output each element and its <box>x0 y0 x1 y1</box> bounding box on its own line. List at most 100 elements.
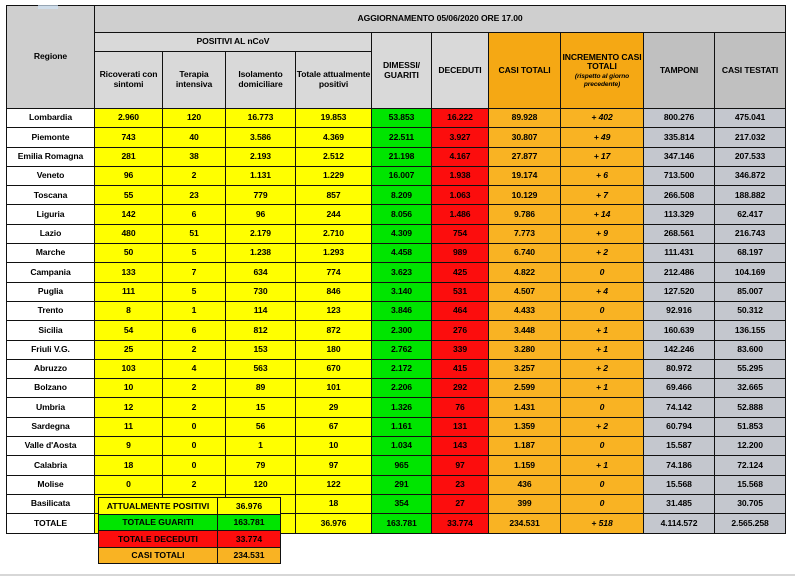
summary-label: TOTALE DECEDUTI <box>98 530 218 548</box>
header-ricoverati-con-sintomi: Ricoverati con sintomi <box>94 51 163 109</box>
header-totale-attualmente-positivi: Totale attualmente positivi <box>295 51 372 109</box>
row-totale-positivi-cell: 2.710 <box>295 223 372 245</box>
header-row-groups: POSITIVI AL nCoV DIMESSI/ GUARITI DECEDU… <box>7 32 787 109</box>
row-ricoverati-cell: 9 <box>94 436 163 457</box>
row-deceduti-cell: 425 <box>431 262 489 283</box>
region-name-cell: Abruzzo <box>6 358 95 380</box>
row-deceduti-cell: 27 <box>431 493 489 515</box>
row-casi-testati-cell: 32.665 <box>713 378 787 399</box>
row-casi-testati-cell: 30.705 <box>713 493 787 515</box>
row-isolamento-cell: 1.238 <box>225 243 296 264</box>
region-name-cell: Valle d'Aosta <box>6 436 95 457</box>
row-ricoverati-cell: 2.960 <box>94 107 163 129</box>
row-dimessi-cell: 16.007 <box>371 165 432 187</box>
row-casi-testati-cell: 136.155 <box>713 320 787 341</box>
row-casi-totali-cell: 27.877 <box>488 146 561 167</box>
row-incremento-cell: + 1 <box>560 455 644 476</box>
row-tamponi-cell: 212.486 <box>643 262 715 283</box>
row-incremento-cell: + 7 <box>560 185 644 206</box>
row-totale-positivi-cell: 846 <box>295 281 372 302</box>
row-incremento-cell: + 2 <box>560 416 644 438</box>
row-totale-positivi-cell: 18 <box>295 493 372 515</box>
table-row: Campania 133 7 634 774 3.623 425 4.822 0 212.486 1… <box>6 262 787 283</box>
row-casi-testati-cell: 12.200 <box>713 436 787 457</box>
row-totale-positivi-cell: 774 <box>295 262 372 283</box>
row-casi-totali-cell: 2.599 <box>488 378 561 399</box>
summary-label: CASI TOTALI <box>98 546 218 564</box>
row-ricoverati-cell: 743 <box>94 127 163 148</box>
summary-value: 36.976 <box>217 497 281 515</box>
row-ricoverati-cell: 96 <box>94 165 163 187</box>
row-terapia-intensiva-cell: 40 <box>162 127 226 148</box>
row-dimessi-cell: 3.140 <box>371 281 432 302</box>
row-incremento-cell: 0 <box>560 436 644 457</box>
row-casi-testati-cell: 2.565.258 <box>713 513 787 534</box>
row-terapia-intensiva-cell: 1 <box>162 300 226 322</box>
row-totale-positivi-cell: 2.512 <box>295 146 372 167</box>
region-name-cell: Piemonte <box>6 127 95 148</box>
row-incremento-cell: + 518 <box>560 513 644 534</box>
row-dimessi-cell: 4.309 <box>371 223 432 245</box>
row-ricoverati-cell: 103 <box>94 358 163 380</box>
row-dimessi-cell: 965 <box>371 455 432 476</box>
row-totale-positivi-cell: 244 <box>295 204 372 225</box>
row-deceduti-cell: 143 <box>431 436 489 457</box>
row-tamponi-cell: 74.142 <box>643 397 715 418</box>
row-deceduti-cell: 3.927 <box>431 127 489 148</box>
row-tamponi-cell: 80.972 <box>643 358 715 380</box>
row-casi-testati-cell: 62.417 <box>713 204 787 225</box>
row-totale-positivi-cell: 872 <box>295 320 372 341</box>
row-casi-totali-cell: 234.531 <box>488 513 561 534</box>
region-name-cell: Marche <box>6 243 95 264</box>
row-incremento-cell: + 14 <box>560 204 644 225</box>
region-name-cell: Veneto <box>6 165 95 187</box>
row-casi-testati-cell: 72.124 <box>713 455 787 476</box>
row-deceduti-cell: 76 <box>431 397 489 418</box>
row-isolamento-cell: 89 <box>225 378 296 399</box>
row-tamponi-cell: 69.466 <box>643 378 715 399</box>
row-tamponi-cell: 713.500 <box>643 165 715 187</box>
row-dimessi-cell: 3.623 <box>371 262 432 283</box>
row-dimessi-cell: 291 <box>371 474 432 495</box>
row-tamponi-cell: 111.431 <box>643 243 715 264</box>
summary-row: TOTALE GUARITI 163.781 <box>98 513 281 531</box>
row-casi-totali-cell: 1.359 <box>488 416 561 438</box>
row-dimessi-cell: 8.056 <box>371 204 432 225</box>
row-terapia-intensiva-cell: 2 <box>162 378 226 399</box>
row-deceduti-cell: 1.063 <box>431 185 489 206</box>
region-name-cell: Emilia Romagna <box>6 146 95 167</box>
regional-covid-table: Regione AGGIORNAMENTO 05/06/2020 ORE 17.… <box>6 5 787 534</box>
row-casi-testati-cell: 475.041 <box>713 107 787 129</box>
row-tamponi-cell: 142.246 <box>643 339 715 360</box>
row-isolamento-cell: 3.586 <box>225 127 296 148</box>
row-incremento-cell: + 2 <box>560 243 644 264</box>
row-totale-positivi-cell: 10 <box>295 436 372 457</box>
row-deceduti-cell: 754 <box>431 223 489 245</box>
row-casi-testati-cell: 188.882 <box>713 185 787 206</box>
row-deceduti-cell: 4.167 <box>431 146 489 167</box>
region-name-cell: Calabria <box>6 455 95 476</box>
row-deceduti-cell: 415 <box>431 358 489 380</box>
row-deceduti-cell: 1.486 <box>431 204 489 225</box>
row-isolamento-cell: 120 <box>225 474 296 495</box>
row-dimessi-cell: 4.458 <box>371 243 432 264</box>
table-row: Toscana 55 23 779 857 8.209 1.063 10.129 + 7 266.… <box>6 185 787 206</box>
row-ricoverati-cell: 55 <box>94 185 163 206</box>
row-ricoverati-cell: 142 <box>94 204 163 225</box>
row-deceduti-cell: 23 <box>431 474 489 495</box>
table-row: Trento 8 1 114 123 3.846 464 4.433 0 92.916 50.312 <box>6 300 787 322</box>
row-terapia-intensiva-cell: 51 <box>162 223 226 245</box>
row-deceduti-cell: 339 <box>431 339 489 360</box>
row-terapia-intensiva-cell: 4 <box>162 358 226 380</box>
row-deceduti-cell: 276 <box>431 320 489 341</box>
row-ricoverati-cell: 0 <box>94 474 163 495</box>
table-row: Valle d'Aosta 9 0 1 10 1.034 143 1.187 0 15.587 12… <box>6 436 787 457</box>
row-dimessi-cell: 163.781 <box>371 513 432 534</box>
row-casi-testati-cell: 207.533 <box>713 146 787 167</box>
row-casi-testati-cell: 50.312 <box>713 300 787 322</box>
table-row: Liguria 142 6 96 244 8.056 1.486 9.786 + 14 113.3… <box>6 204 787 225</box>
header-incremento-casi-totali: INCREMENTO CASI TOTALI (rispetto al gior… <box>560 32 644 109</box>
row-totale-positivi-cell: 19.853 <box>295 107 372 129</box>
table-row: Lombardia 2.960 120 16.773 19.853 53.853 16.22… <box>6 107 787 129</box>
row-terapia-intensiva-cell: 0 <box>162 436 226 457</box>
